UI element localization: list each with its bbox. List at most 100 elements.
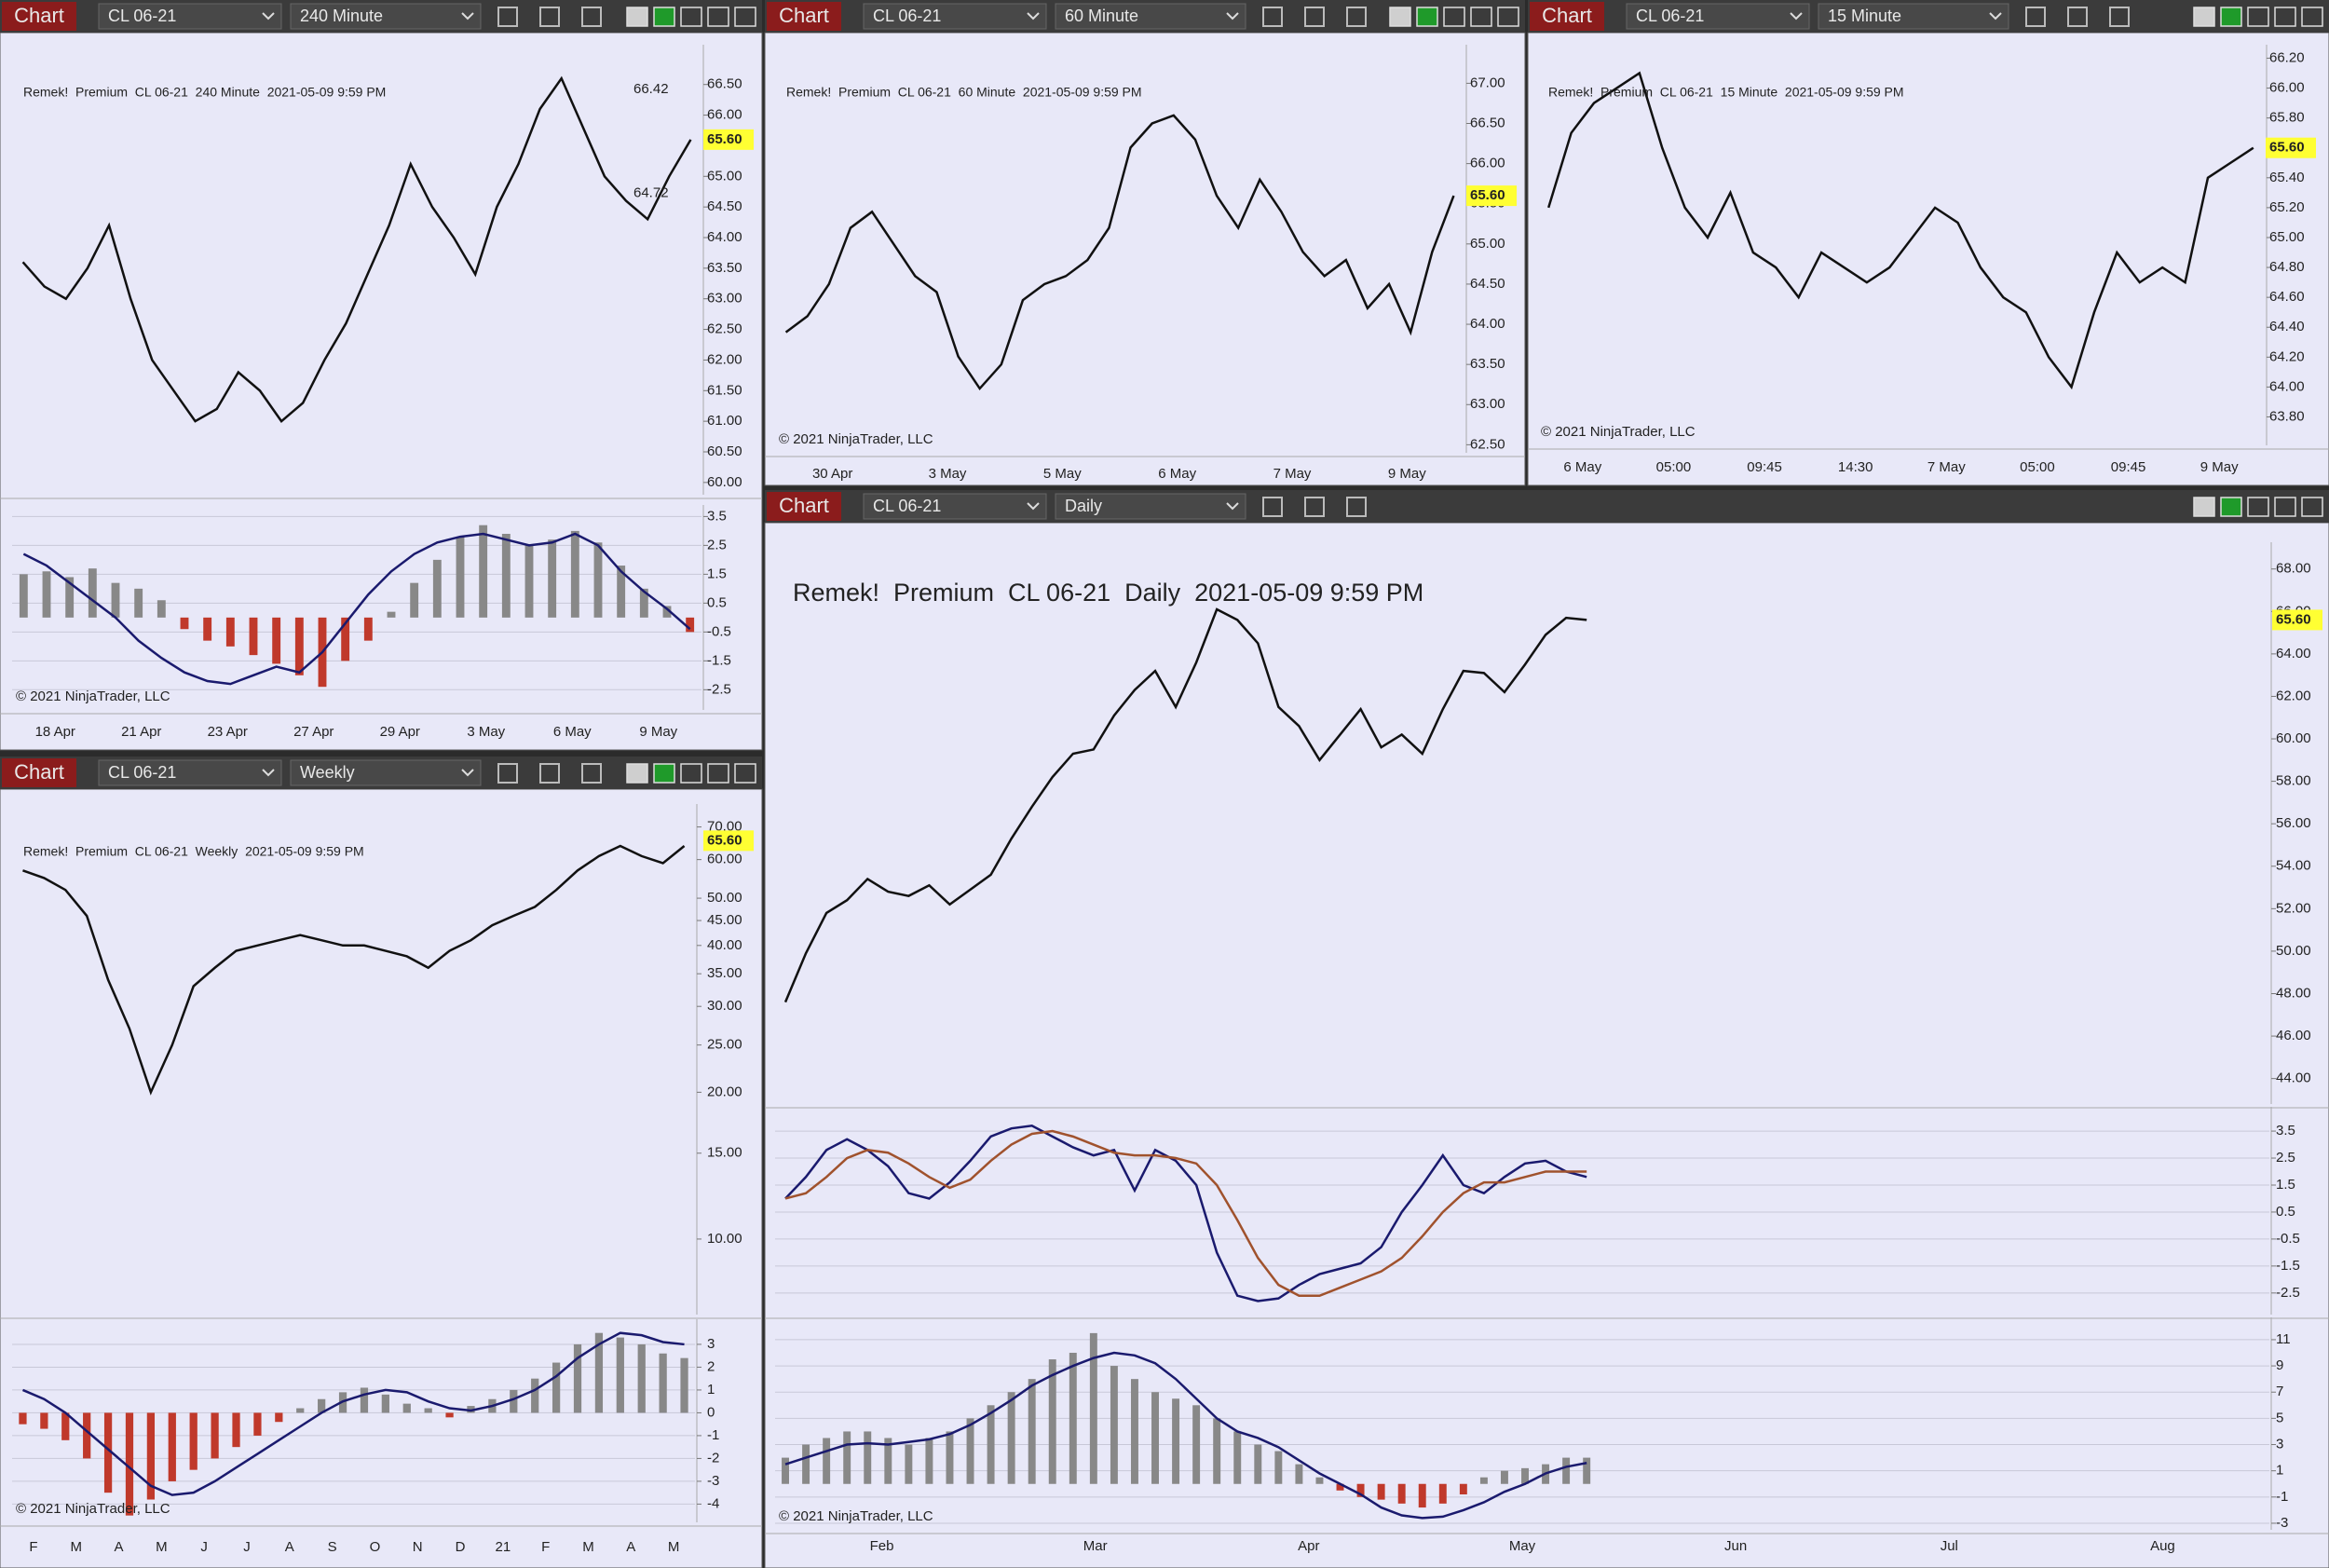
- instrument[interactable]: CL 06-21: [108, 7, 176, 25]
- chart-label[interactable]: Chart: [779, 4, 829, 27]
- instrument-dropdown[interactable]: [98, 759, 282, 786]
- price-line: [784, 114, 1455, 391]
- tool-icon[interactable]: [2109, 7, 2130, 27]
- y-tick-label: 61.00: [707, 413, 742, 429]
- price-line: [784, 1124, 1587, 1302]
- window-button[interactable]: [680, 763, 702, 784]
- chart-button[interactable]: [767, 2, 841, 31]
- histogram-bar: [680, 1357, 688, 1413]
- window-button[interactable]: [626, 7, 648, 27]
- y-tick-label: 0: [707, 1404, 715, 1420]
- window-button[interactable]: [734, 763, 756, 784]
- window-button[interactable]: [2247, 7, 2269, 27]
- timeframe[interactable]: 60 Minute: [1065, 7, 1138, 25]
- tool-icon[interactable]: [497, 763, 518, 784]
- y-tick-label: 66.50: [707, 76, 742, 92]
- window-button[interactable]: [2193, 497, 2215, 517]
- histogram-bar: [211, 1412, 219, 1459]
- tool-icon[interactable]: [581, 763, 602, 784]
- tool-icon[interactable]: [1304, 7, 1325, 27]
- timeframe-dropdown[interactable]: [290, 759, 482, 786]
- chart-header: Remek! Premium CL 06-21 15 Minute 2021-0…: [1548, 85, 1904, 100]
- instrument[interactable]: CL 06-21: [108, 763, 176, 782]
- histogram-bar: [616, 1337, 624, 1413]
- chart-button[interactable]: [1530, 2, 1604, 31]
- tool-icon[interactable]: [539, 763, 560, 784]
- chart-label[interactable]: Chart: [14, 4, 64, 27]
- instrument-dropdown[interactable]: [863, 493, 1047, 520]
- y-tick-label: 1: [707, 1382, 715, 1398]
- instrument-dropdown[interactable]: [1626, 3, 1810, 30]
- window-button[interactable]: [1416, 7, 1438, 27]
- histogram-bar: [570, 530, 579, 618]
- x-tick-label: 05:00: [2020, 459, 2055, 475]
- y-tick-label: 30.00: [707, 998, 742, 1014]
- instrument[interactable]: CL 06-21: [873, 7, 941, 25]
- timeframe[interactable]: Daily: [1065, 497, 1102, 515]
- timeframe[interactable]: 240 Minute: [300, 7, 383, 25]
- tool-icon[interactable]: [539, 7, 560, 27]
- window-button[interactable]: [653, 7, 675, 27]
- window-button[interactable]: [2301, 497, 2323, 517]
- tool-icon[interactable]: [497, 7, 518, 27]
- y-tick-label: 50.00: [2276, 943, 2311, 959]
- x-tick-label: F: [541, 1539, 550, 1555]
- chart-button[interactable]: [767, 492, 841, 521]
- window-button[interactable]: [2220, 497, 2242, 517]
- window-button[interactable]: [1497, 7, 1519, 27]
- window-button[interactable]: [2301, 7, 2323, 27]
- tool-icon[interactable]: [581, 7, 602, 27]
- price-badge: [703, 830, 754, 852]
- chart-label[interactable]: Chart: [779, 494, 829, 517]
- price-badge-label: 65.60: [2269, 140, 2305, 156]
- price-badge-label: 65.60: [2276, 611, 2311, 627]
- timeframe-dropdown[interactable]: [1055, 493, 1246, 520]
- x-tick-label: 9 May: [1388, 466, 1426, 482]
- y-tick-label: 3.5: [707, 508, 727, 524]
- window-button[interactable]: [707, 763, 729, 784]
- window-button[interactable]: [626, 763, 648, 784]
- tool-icon[interactable]: [1304, 497, 1325, 517]
- window-button[interactable]: [2274, 497, 2296, 517]
- dropdown-arrow: [1226, 502, 1239, 511]
- timeframe-dropdown[interactable]: [290, 3, 482, 30]
- chart-button[interactable]: [2, 758, 76, 787]
- window-button[interactable]: [1443, 7, 1465, 27]
- chart-label[interactable]: Chart: [1542, 4, 1592, 27]
- y-tick-label: 61.50: [707, 382, 742, 398]
- instrument[interactable]: CL 06-21: [873, 497, 941, 515]
- window-button[interactable]: [2220, 7, 2242, 27]
- x-tick-label: 09:45: [1747, 459, 1782, 475]
- window-button[interactable]: [2247, 497, 2269, 517]
- x-tick-label: 14:30: [1838, 459, 1873, 475]
- window-button[interactable]: [1470, 7, 1492, 27]
- instrument-dropdown[interactable]: [98, 3, 282, 30]
- window-button[interactable]: [2193, 7, 2215, 27]
- y-tick-label: 66.20: [2269, 49, 2305, 65]
- window-button[interactable]: [1389, 7, 1411, 27]
- timeframe[interactable]: 15 Minute: [1828, 7, 1901, 25]
- timeframe-dropdown[interactable]: [1818, 3, 2009, 30]
- window-button[interactable]: [707, 7, 729, 27]
- chart-label[interactable]: Chart: [14, 760, 64, 784]
- window-button[interactable]: [2274, 7, 2296, 27]
- y-tick-label: -0.5: [2276, 1231, 2300, 1247]
- tool-icon[interactable]: [2067, 7, 2088, 27]
- y-tick-label: 70.00: [707, 819, 742, 835]
- copyright: © 2021 NinjaTrader, LLC: [779, 1508, 933, 1524]
- histogram-bar: [1397, 1483, 1406, 1504]
- window-button[interactable]: [680, 7, 702, 27]
- tool-icon[interactable]: [2025, 7, 2046, 27]
- tool-icon[interactable]: [1346, 7, 1367, 27]
- timeframe-dropdown[interactable]: [1055, 3, 1246, 30]
- tool-icon[interactable]: [1262, 497, 1283, 517]
- chart-button[interactable]: [2, 2, 76, 31]
- instrument-dropdown[interactable]: [863, 3, 1047, 30]
- window-button[interactable]: [653, 763, 675, 784]
- tool-icon[interactable]: [1346, 497, 1367, 517]
- instrument[interactable]: CL 06-21: [1636, 7, 1704, 25]
- timeframe[interactable]: Weekly: [300, 763, 355, 782]
- window-button[interactable]: [734, 7, 756, 27]
- histogram-bar: [531, 1378, 539, 1413]
- tool-icon[interactable]: [1262, 7, 1283, 27]
